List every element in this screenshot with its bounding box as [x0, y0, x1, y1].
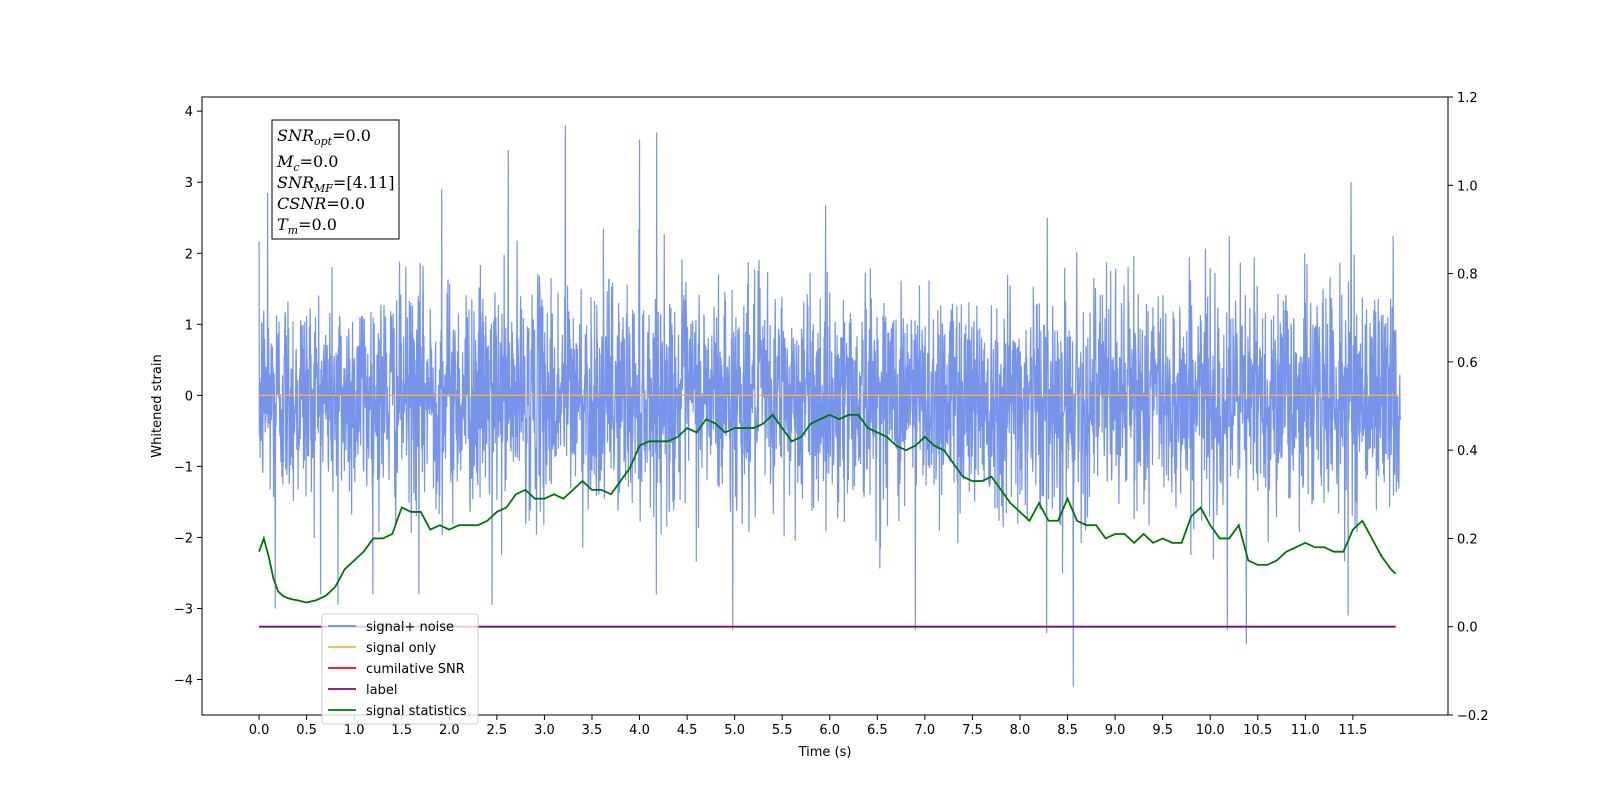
- x-tick-label: 1.0: [344, 723, 365, 738]
- y-tick-label: 4: [185, 105, 193, 120]
- legend-label: cumilative SNR: [366, 662, 465, 677]
- x-tick-label: 3.5: [582, 723, 603, 738]
- annotation-tm: Tm=0.0: [277, 215, 337, 237]
- x-axis: 0.0 0.5 1.0 1.5 2.0 2.5 3.0 3.5 4.0 4.5 5.0 5.5 6.0 6…: [249, 715, 1367, 738]
- y-tick-label: −2: [174, 531, 193, 546]
- x-tick-label: 4.5: [677, 723, 698, 738]
- y-tick-label: −3: [174, 602, 193, 617]
- x-tick-label: 9.5: [1152, 723, 1173, 738]
- legend: signal+ noise signal only cumilative SNR la…: [321, 613, 479, 725]
- x-tick-label: 5.5: [772, 723, 793, 738]
- x-tick-label: 7.5: [962, 723, 983, 738]
- annotation-frame: [271, 119, 400, 240]
- y2-tick-label: 1.0: [1457, 179, 1478, 194]
- x-tick-label: 6.5: [867, 723, 888, 738]
- annotation-mc: Mc=0.0: [276, 152, 338, 174]
- y-tick-label: −1: [174, 460, 193, 475]
- x-tick-label: 6.0: [819, 723, 840, 738]
- y-tick-label: −4: [174, 673, 193, 688]
- y-tick-label: 2: [185, 247, 193, 262]
- x-axis-label: Time (s): [798, 745, 852, 760]
- series-signal-noise-line: [258, 125, 1402, 687]
- x-tick-label: 7.0: [915, 723, 936, 738]
- x-tick-label: 8.0: [1010, 723, 1031, 738]
- series-signal-statistics: [258, 413, 1397, 604]
- legend-label: label: [366, 683, 397, 698]
- y-tick-label: 3: [185, 176, 193, 191]
- y2-tick-label: 0.4: [1457, 444, 1478, 459]
- x-tick-label: 11.0: [1291, 723, 1320, 738]
- x-tick-label: 8.5: [1057, 723, 1078, 738]
- y2-tick-label: −0.2: [1457, 709, 1489, 724]
- x-tick-label: 5.0: [724, 723, 745, 738]
- legend-label: signal only: [366, 641, 436, 656]
- y2-tick-label: 0.0: [1457, 621, 1478, 636]
- y-tick-label: 1: [185, 318, 193, 333]
- x-tick-label: 2.5: [487, 723, 508, 738]
- x-tick-label: 0.0: [249, 723, 270, 738]
- x-tick-label: 11.5: [1338, 723, 1367, 738]
- annotation-snr-mf: SNRMF=[4.11]: [277, 173, 394, 195]
- y-axis-label: Whitened strain: [150, 354, 165, 457]
- legend-label: signal statistics: [366, 704, 467, 719]
- x-tick-label: 10.5: [1243, 723, 1272, 738]
- snr-annotation-box: SNRopt=0.0 Mc=0.0 SNRMF=[4.11] CSNR=0.0 …: [271, 119, 400, 240]
- legend-label: signal+ noise: [366, 620, 454, 635]
- annotation-snr-opt: SNRopt=0.0: [277, 126, 371, 148]
- x-tick-label: 3.0: [534, 723, 555, 738]
- x-tick-label: 9.0: [1105, 723, 1126, 738]
- y-axis-left: −4 −3 −2 −1 0 1 2 3 4: [174, 105, 202, 688]
- legend-frame: [321, 613, 479, 725]
- series-signal-noise: [258, 125, 1402, 687]
- x-tick-label: 4.0: [629, 723, 650, 738]
- y2-tick-label: 0.8: [1457, 268, 1478, 283]
- y2-tick-label: 0.6: [1457, 356, 1478, 371]
- x-tick-label: 0.5: [296, 723, 317, 738]
- y2-tick-label: 1.2: [1457, 91, 1478, 106]
- y-tick-label: 0: [185, 389, 193, 404]
- y-axis-right: −0.2 0.0 0.2 0.4 0.6 0.8 1.0 1.2: [1448, 91, 1489, 724]
- x-tick-label: 1.5: [391, 723, 412, 738]
- plot-frame: [201, 96, 1449, 716]
- annotation-csnr: CSNR=0.0: [277, 194, 365, 213]
- x-tick-label: 10.0: [1196, 723, 1225, 738]
- y2-tick-label: 0.2: [1457, 532, 1478, 547]
- x-tick-label: 2.0: [439, 723, 460, 738]
